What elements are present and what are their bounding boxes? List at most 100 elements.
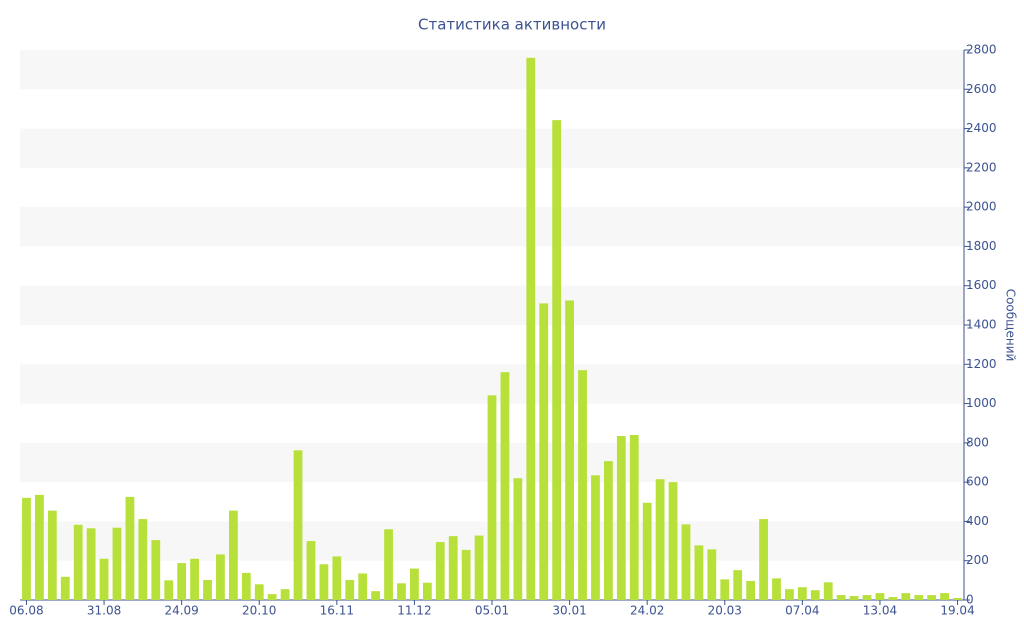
x-tick-label: 31.08	[87, 604, 121, 618]
bar	[448, 536, 458, 600]
x-tick-label: 30.01	[552, 604, 586, 618]
bar	[953, 598, 962, 600]
bar	[746, 580, 756, 600]
bar	[60, 576, 70, 600]
bar	[810, 590, 820, 600]
bar	[422, 582, 432, 600]
bar	[254, 584, 264, 600]
bar	[151, 540, 161, 600]
bar	[927, 595, 937, 600]
bar	[345, 579, 355, 600]
bar	[849, 596, 859, 600]
x-tick-label: 11.12	[397, 604, 431, 618]
bar	[513, 478, 523, 600]
bar	[73, 524, 83, 600]
bar	[267, 594, 277, 600]
bar	[35, 494, 44, 600]
chart-title: Статистика активности	[418, 16, 606, 34]
bar	[875, 593, 885, 600]
bar	[552, 120, 562, 600]
bar	[772, 578, 781, 600]
bar	[410, 568, 419, 600]
bar	[203, 579, 212, 600]
bar	[112, 527, 122, 600]
bar	[216, 554, 225, 600]
y-tick-label: 0	[966, 593, 974, 607]
bar	[487, 395, 497, 600]
bar	[901, 593, 911, 600]
bar	[797, 587, 807, 600]
bar	[22, 497, 31, 600]
grid-band	[20, 50, 964, 90]
bar	[125, 496, 135, 600]
bar	[836, 595, 846, 600]
bar	[733, 570, 743, 600]
bar	[190, 558, 199, 600]
bar	[280, 589, 290, 600]
bar	[539, 303, 549, 600]
bar	[306, 541, 316, 600]
y-tick-label: 600	[966, 475, 989, 489]
bar	[720, 579, 730, 600]
y-axis-label: Сообщений	[1004, 289, 1018, 362]
bar	[99, 558, 109, 600]
bar	[578, 370, 587, 600]
x-tick-label: 05.01	[475, 604, 509, 618]
bar	[228, 510, 238, 600]
y-tick-label: 2000	[966, 200, 997, 214]
x-tick-label: 16.11	[320, 604, 354, 618]
bar	[397, 583, 406, 600]
bar	[603, 461, 613, 600]
bar	[785, 589, 794, 600]
y-tick-label: 1600	[966, 278, 997, 292]
grid-band	[20, 128, 964, 168]
x-tick-label: 24.02	[630, 604, 664, 618]
y-tick-label: 2400	[966, 121, 997, 135]
bar	[616, 435, 626, 600]
bar	[759, 519, 768, 600]
bar	[371, 591, 381, 600]
bar	[888, 597, 898, 600]
bar	[435, 542, 445, 600]
y-tick-label: 400	[966, 514, 989, 528]
bar	[642, 502, 652, 600]
bar	[629, 435, 639, 600]
bar	[914, 595, 924, 600]
bar	[164, 580, 174, 600]
x-tick-label: 13.04	[863, 604, 897, 618]
x-tick-label: 19.04	[940, 604, 974, 618]
bar	[823, 582, 833, 600]
bar	[591, 475, 600, 600]
bar	[655, 479, 665, 600]
bar	[319, 564, 329, 600]
bar	[474, 535, 484, 600]
bar	[694, 545, 704, 600]
bar	[707, 549, 717, 600]
x-tick-label: 24.09	[164, 604, 198, 618]
bar	[681, 524, 691, 600]
y-tick-label: 2200	[966, 160, 997, 174]
bar	[47, 510, 57, 600]
y-tick-label: 1400	[966, 318, 997, 332]
bar	[668, 482, 678, 600]
bar	[461, 549, 471, 600]
bar	[500, 372, 510, 600]
grid-band	[20, 285, 964, 325]
bar	[138, 519, 148, 600]
x-tick-label: 20.10	[242, 604, 276, 618]
bar	[565, 300, 574, 600]
x-tick-label: 07.04	[785, 604, 819, 618]
grid-band	[20, 207, 964, 247]
bar	[241, 572, 251, 600]
bar	[332, 556, 342, 600]
bar	[86, 528, 96, 600]
bar	[940, 593, 949, 600]
y-tick-label: 200	[966, 553, 989, 567]
bar	[384, 529, 393, 600]
x-tick-label: 06.08	[9, 604, 43, 618]
y-tick-label: 2600	[966, 82, 997, 96]
bar	[526, 57, 536, 601]
y-tick-label: 800	[966, 435, 989, 449]
